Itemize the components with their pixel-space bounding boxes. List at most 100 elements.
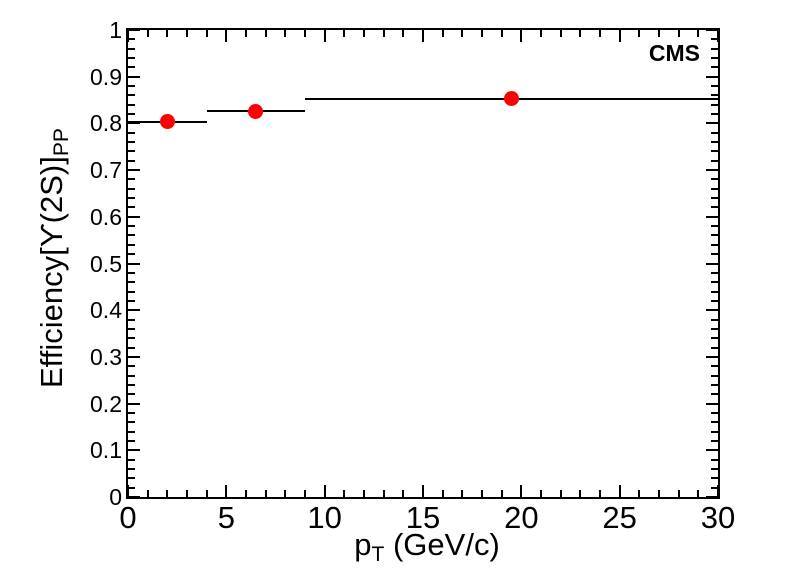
x-tick-top (501, 30, 503, 37)
data-point-marker (159, 114, 175, 130)
y-tick-left (128, 66, 135, 68)
y-tick-left (128, 431, 135, 433)
y-tick-left (128, 122, 140, 124)
y-tick-right (711, 104, 718, 106)
y-tick-left (128, 487, 135, 489)
y-tick-right (711, 132, 718, 134)
x-tick-top (540, 30, 542, 37)
x-axis-title: pT (GeV/c) (277, 527, 577, 567)
x-title-subscript: T (371, 542, 385, 566)
x-tick-bottom (658, 490, 660, 497)
y-tick-right (711, 393, 718, 395)
y-tick-left (128, 356, 140, 358)
x-title-units: (GeV/c) (384, 527, 500, 562)
y-tick-right (711, 160, 718, 162)
y-tick-right (706, 496, 718, 498)
y-tick-right (711, 113, 718, 115)
x-tick-bottom (560, 490, 562, 497)
y-tick-right (706, 309, 718, 311)
y-tick-left (128, 197, 135, 199)
x-tick-bottom (422, 485, 424, 497)
x-tick-bottom (501, 490, 503, 497)
y-tick-right (711, 234, 718, 236)
y-tick-left (128, 412, 135, 414)
y-title-subscript: PP (49, 128, 73, 157)
x-tick-top (717, 30, 719, 42)
y-tick-right (706, 449, 718, 451)
y-tick-label: 0.3 (90, 343, 122, 370)
y-tick-right (711, 197, 718, 199)
y-tick-left (128, 309, 140, 311)
x-tick-label: 0 (119, 500, 137, 535)
x-tick-top (225, 30, 227, 42)
cms-experiment-label: CMS (648, 40, 700, 66)
y-axis-title: Efficiency[ϒ(2S)]PP (34, 128, 73, 388)
y-tick-right (711, 431, 718, 433)
y-tick-right (706, 263, 718, 265)
y-tick-label: 0.4 (90, 297, 122, 324)
x-tick-top (304, 30, 306, 37)
x-tick-label: 10 (307, 500, 342, 535)
x-tick-bottom (245, 490, 247, 497)
x-tick-top (619, 30, 621, 42)
x-tick-label: 20 (504, 500, 539, 535)
x-tick-top (658, 30, 660, 37)
x-tick-top (186, 30, 188, 37)
y-tick-right (711, 272, 718, 274)
y-tick-label: 0.7 (90, 157, 122, 184)
x-tick-label: 15 (405, 500, 441, 535)
y-tick-right (706, 122, 718, 124)
x-tick-bottom (638, 490, 640, 497)
x-tick-bottom (166, 490, 168, 497)
x-tick-top (284, 30, 286, 37)
y-tick-left (128, 281, 135, 283)
y-tick-label: 0.2 (90, 390, 122, 417)
y-tick-right (706, 76, 718, 78)
y-tick-left (128, 160, 135, 162)
x-tick-top (363, 30, 365, 37)
y-tick-right (711, 300, 718, 302)
y-tick-left (128, 347, 135, 349)
y-tick-left (128, 57, 135, 59)
y-tick-left (128, 459, 135, 461)
x-tick-bottom (147, 490, 149, 497)
x-tick-bottom (461, 490, 463, 497)
x-tick-top (579, 30, 581, 37)
y-tick-right (711, 319, 718, 321)
y-tick-right (711, 244, 718, 246)
y-tick-left (128, 104, 135, 106)
data-point-marker (504, 91, 519, 107)
x-tick-bottom (127, 485, 129, 497)
x-tick-bottom (284, 490, 286, 497)
x-tick-top (166, 30, 168, 37)
y-tick-right (711, 85, 718, 87)
x-tick-bottom (363, 490, 365, 497)
x-tick-top (245, 30, 247, 37)
x-tick-top (442, 30, 444, 37)
y-title-main: Efficiency[ (34, 247, 69, 388)
y-tick-left (128, 319, 135, 321)
x-tick-top (481, 30, 483, 37)
y-tick-left (128, 216, 140, 218)
x-tick-bottom (186, 490, 188, 497)
y-tick-right (711, 48, 718, 50)
x-tick-top (265, 30, 267, 37)
x-tick-bottom (520, 485, 522, 497)
y-tick-label: 0.9 (90, 63, 122, 90)
y-tick-right (711, 487, 718, 489)
y-tick-left (128, 393, 135, 395)
y-tick-left (128, 421, 135, 423)
y-tick-left (128, 94, 135, 96)
y-tick-left (128, 468, 135, 470)
y-tick-right (711, 38, 718, 40)
y-tick-left (128, 48, 135, 50)
x-tick-bottom (697, 490, 699, 497)
x-tick-bottom (225, 485, 227, 497)
y-tick-left (128, 150, 135, 152)
data-point-marker (248, 103, 264, 119)
x-tick-label: 30 (700, 500, 736, 535)
y-tick-left (128, 403, 140, 405)
y-tick-right (706, 169, 718, 171)
y-tick-left (128, 178, 135, 180)
